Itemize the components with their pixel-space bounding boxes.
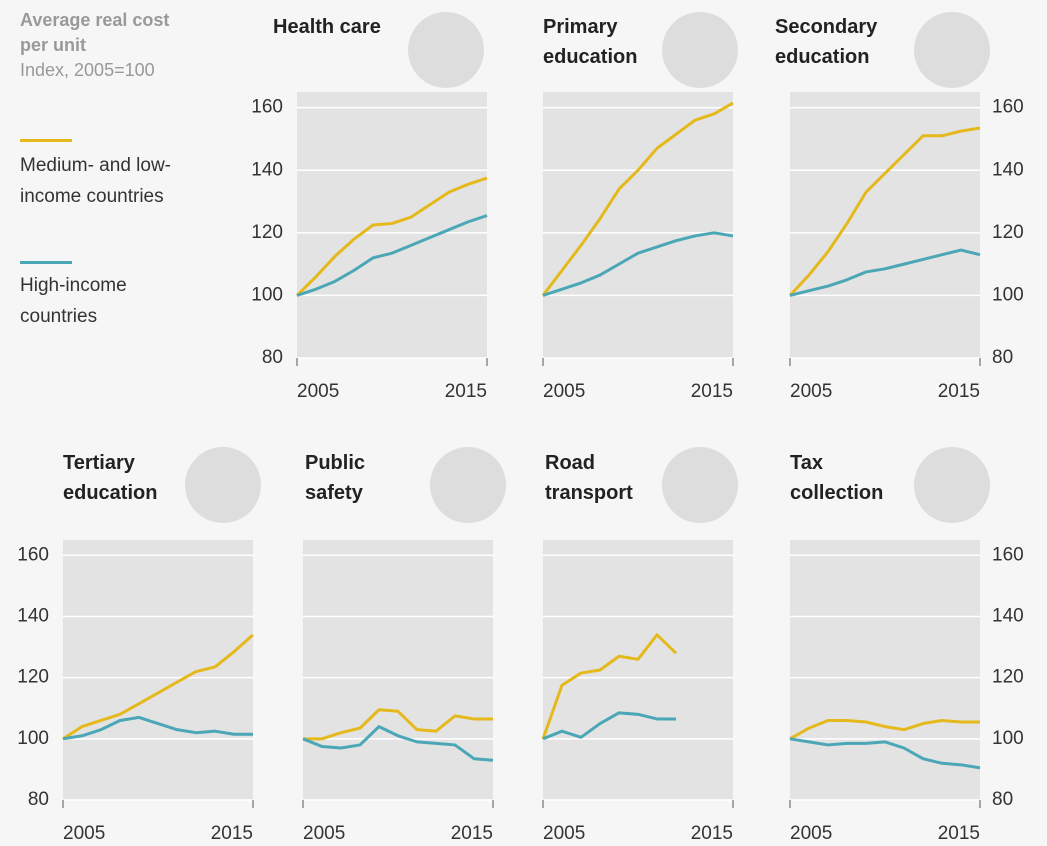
x-tick-label: 2005 [63,823,105,844]
icon [662,12,738,88]
y-tick-label: 140 [992,605,1024,626]
plot-area [543,540,733,800]
series-line [62,715,253,741]
y-tick-label: 80 [992,789,1013,810]
y-tick-label: 120 [251,222,283,243]
series-line [62,633,254,741]
panel-title: Health care [273,16,381,38]
panel-title: Secondary education [775,16,878,68]
icon [408,12,484,88]
series-line [302,725,494,762]
x-tick-label: 2005 [790,823,832,844]
icon [430,447,506,523]
y-tick-label: 160 [17,544,49,565]
y-tick-label: 100 [992,728,1024,749]
icon [914,12,990,88]
series-line [296,214,488,297]
plot-area [790,540,980,800]
y-tick-label: 120 [992,667,1024,688]
x-tick-label: 2005 [297,381,339,402]
plot-area [543,92,733,358]
y-tick-label: 80 [992,347,1013,368]
x-tick-label: 2005 [543,823,585,844]
plot-area [790,92,980,358]
x-tick-label: 2005 [303,823,345,844]
y-tick-label: 120 [17,667,49,688]
y-tick-label: 160 [992,544,1024,565]
y-tick-label: 120 [992,222,1024,243]
header: Average real cost per unit Index, 2005=1… [20,8,190,83]
panel-title: Road transport [545,452,633,504]
x-tick-label: 2015 [691,381,733,402]
y-tick-label: 140 [251,159,283,180]
legend-label: Medium- and low-income countries [20,155,171,207]
icon [914,447,990,523]
y-tick-label: 140 [992,159,1024,180]
x-tick-label: 2005 [543,381,585,402]
series-line [541,101,734,297]
series-line [788,126,981,297]
x-tick-label: 2015 [445,381,487,402]
y-tick-label: 160 [251,97,283,118]
y-tick-label: 100 [17,728,49,749]
icon [185,447,261,523]
legend-swatch [20,139,72,142]
x-tick-label: 2015 [938,823,980,844]
series-line [789,248,981,297]
series-line [295,176,488,297]
x-tick-label: 2005 [790,381,832,402]
y-tick-label: 80 [28,789,49,810]
icon [662,447,738,523]
x-tick-label: 2015 [211,823,253,844]
series-line [541,633,678,740]
panel-title: Tax collection [790,452,884,504]
header-title: Average real cost per unit [20,10,170,55]
x-tick-label: 2015 [938,381,980,402]
plot-area [297,92,487,358]
series-line [789,718,980,741]
legend-swatch [20,261,72,264]
series-line [303,708,493,741]
y-tick-label: 140 [17,605,49,626]
series-line [542,231,734,297]
panel-title: Tertiary education [63,452,158,504]
y-tick-label: 100 [251,284,283,305]
y-tick-label: 160 [992,97,1024,118]
panel-title: Primary education [543,16,638,68]
plot-area [63,540,253,800]
header-subtitle: Index, 2005=100 [20,60,155,80]
series-line [789,737,981,770]
y-tick-label: 80 [262,347,283,368]
legend-label: High-income countries [20,275,127,327]
x-tick-label: 2015 [691,823,733,844]
x-tick-label: 2015 [451,823,493,844]
series-line [542,711,676,741]
y-tick-label: 100 [992,284,1024,305]
panel-title: Public safety [305,452,366,504]
plot-area [303,540,493,800]
